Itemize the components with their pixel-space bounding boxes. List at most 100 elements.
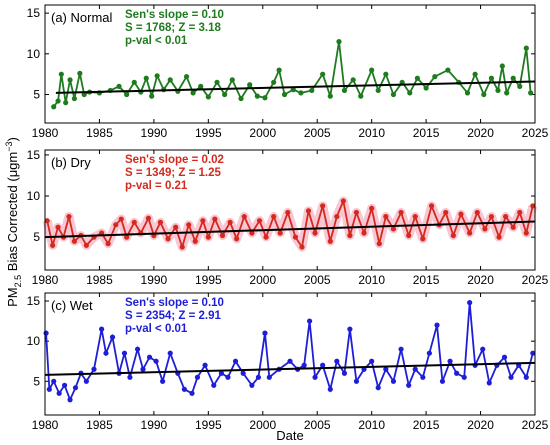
data-point — [276, 67, 282, 73]
trend-line — [44, 220, 536, 239]
x-tick-label: 1985 — [86, 418, 113, 432]
data-point — [458, 211, 464, 217]
data-point — [488, 75, 495, 81]
data-point — [116, 83, 122, 89]
data-point — [298, 90, 304, 96]
data-point — [55, 224, 61, 230]
data-point — [154, 73, 160, 79]
data-point — [327, 238, 333, 244]
x-tick-label: 2005 — [304, 418, 331, 432]
data-point — [353, 209, 360, 216]
data-point — [55, 98, 61, 104]
data-point — [271, 79, 277, 85]
annotation: S = 1349; Z = 1.25 — [125, 167, 222, 179]
data-point — [390, 91, 397, 98]
data-point — [256, 218, 263, 224]
data-point — [198, 83, 204, 89]
data-point — [277, 230, 283, 236]
data-point — [481, 91, 487, 98]
x-tick-label: 1985 — [86, 273, 113, 287]
data-point — [369, 205, 375, 211]
trend-line — [44, 361, 536, 376]
data-point — [336, 39, 342, 45]
data-point — [222, 91, 228, 98]
y-tick-label: 10 — [27, 47, 41, 61]
y-tick-label: 15 — [27, 148, 41, 162]
data-point — [145, 215, 152, 221]
y-label-sup: −3 — [4, 141, 14, 151]
data-point — [320, 203, 326, 209]
y-label-sub: 2.5 — [13, 275, 23, 288]
data-point — [301, 362, 307, 368]
y-label-part: ) — [5, 137, 20, 141]
data-point — [143, 75, 149, 81]
data-point — [486, 380, 492, 386]
data-point — [523, 230, 529, 236]
data-point — [285, 209, 291, 216]
x-tick-label: 2020 — [467, 418, 494, 432]
data-point — [390, 226, 397, 232]
data-point — [474, 209, 480, 216]
data-point — [83, 242, 89, 248]
annotation: Sen's slope = 0.10 — [125, 9, 224, 21]
annotation: Sen's slope = 0.10 — [125, 297, 224, 309]
data-point — [238, 95, 244, 102]
data-point — [51, 104, 57, 110]
data-point — [51, 378, 57, 384]
data-point — [146, 354, 153, 360]
data-point — [504, 90, 510, 96]
data-point — [205, 94, 211, 100]
data-point — [77, 70, 83, 76]
data-point — [341, 87, 348, 94]
data-point — [350, 77, 356, 83]
data-point — [281, 91, 288, 98]
x-tick-label: 2025 — [522, 418, 549, 432]
data-point — [202, 362, 208, 368]
x-tick-label: 2000 — [249, 126, 276, 140]
data-point — [445, 67, 451, 73]
data-point — [44, 218, 50, 224]
x-tick-label: 2000 — [249, 273, 276, 287]
y-tick-label: 10 — [27, 189, 41, 203]
annotation: p-val = 0.21 — [125, 180, 188, 192]
data-point — [225, 374, 231, 380]
y-tick-label: 5 — [33, 230, 40, 244]
data-point — [190, 90, 196, 96]
data-point — [105, 241, 111, 247]
x-tick-label: 2015 — [413, 126, 440, 140]
data-point — [398, 346, 404, 352]
data-point — [517, 83, 523, 89]
data-point — [58, 71, 64, 77]
data-point — [67, 77, 73, 83]
x-tick-label: 2010 — [358, 418, 385, 432]
data-point — [383, 366, 389, 372]
data-point — [46, 386, 52, 392]
data-point — [232, 358, 239, 364]
data-point — [262, 330, 268, 336]
data-point — [234, 236, 240, 242]
data-point — [353, 378, 360, 384]
y-tick-label: 10 — [27, 334, 41, 348]
data-point — [134, 346, 141, 352]
data-point — [67, 397, 73, 403]
data-point — [530, 203, 536, 209]
data-point — [472, 71, 478, 77]
data-point — [523, 45, 529, 51]
data-point — [383, 213, 389, 220]
x-tick-label: 1995 — [195, 418, 222, 432]
data-point — [179, 244, 185, 250]
data-point — [266, 374, 272, 380]
data-point — [428, 203, 435, 209]
data-point — [66, 213, 72, 220]
data-point — [488, 213, 495, 220]
data-point — [287, 358, 293, 364]
data-point — [482, 226, 488, 232]
data-point — [347, 232, 353, 239]
data-point — [227, 219, 233, 225]
data-point — [530, 350, 536, 356]
data-point — [183, 74, 190, 80]
annotation: S = 2354; Z = 2.91 — [125, 310, 222, 322]
data-point — [495, 87, 501, 94]
data-point — [219, 232, 226, 239]
data-point — [341, 370, 348, 376]
